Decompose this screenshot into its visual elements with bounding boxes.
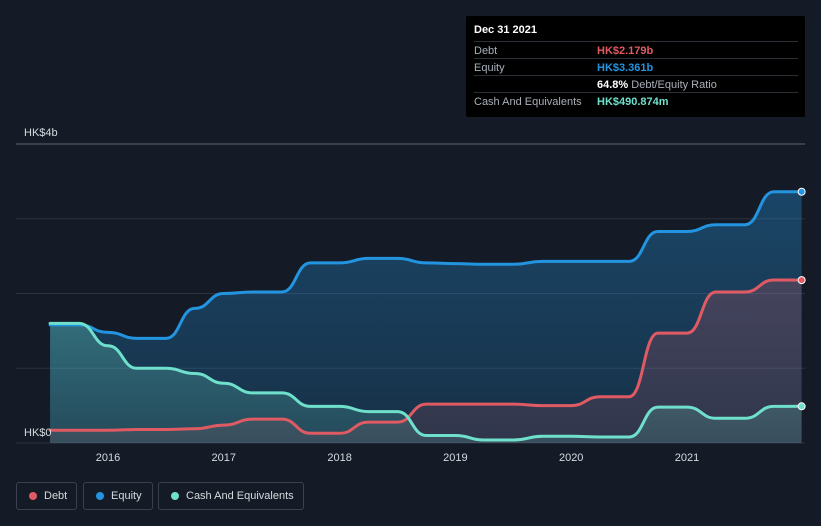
debt-end-marker <box>797 276 806 285</box>
legend-item-cash[interactable]: Cash And Equivalents <box>158 482 304 510</box>
tooltip-equity-label: Equity <box>474 62 505 74</box>
debt-area <box>50 280 802 443</box>
cash-end-marker <box>797 402 806 411</box>
equity-area <box>50 191 802 443</box>
marker-layer <box>797 187 806 411</box>
tooltip-row-equity: Equity HK$3.361b <box>474 58 798 76</box>
legend-cash-label: Cash And Equivalents <box>186 490 294 502</box>
legend-debt-label: Debt <box>44 490 68 502</box>
x-tick-label: 2016 <box>96 452 120 464</box>
x-tick-label: 2021 <box>675 452 699 464</box>
x-tick-label: 2020 <box>559 452 583 464</box>
label-layer: HK$4b HK$0 2016 2017 2018 2019 2020 2021 <box>24 127 699 464</box>
debt-line <box>48 278 804 435</box>
line-layer <box>48 190 804 442</box>
legend-debt-dot <box>29 492 37 500</box>
tooltip-ratio: 64.8% Debt/Equity Ratio <box>597 79 717 91</box>
tooltip-ratio-value: 64.8% <box>597 79 629 91</box>
tooltip-row-cash: Cash And Equivalents HK$490.874m <box>474 92 798 110</box>
tooltip-equity-value: HK$3.361b <box>597 62 654 74</box>
tooltip-ratio-label: Debt/Equity Ratio <box>631 79 717 91</box>
y-tick-label: HK$0 <box>24 427 52 439</box>
legend-item-equity[interactable]: Equity <box>83 482 153 510</box>
tooltip-row-ratio: 64.8% Debt/Equity Ratio <box>474 75 798 93</box>
equity-line <box>48 190 804 340</box>
x-tick-label: 2018 <box>327 452 351 464</box>
x-tick-label: 2017 <box>212 452 236 464</box>
tooltip-debt-value: HK$2.179b <box>597 45 654 57</box>
equity-end-marker <box>797 187 806 196</box>
tooltip-cash-value: HK$490.874m <box>597 96 669 108</box>
legend-cash-dot <box>171 492 179 500</box>
legend-equity-label: Equity <box>111 490 142 502</box>
tooltip-cash-label: Cash And Equivalents <box>474 96 582 108</box>
tooltip-panel: Dec 31 2021 Debt HK$2.179b Equity HK$3.3… <box>466 16 805 117</box>
x-tick-label: 2019 <box>443 452 467 464</box>
cash-area <box>50 323 802 443</box>
tooltip-row-debt: Debt HK$2.179b <box>474 41 798 59</box>
tooltip-date: Dec 31 2021 <box>474 24 537 36</box>
legend-item-debt[interactable]: Debt <box>16 482 77 510</box>
legend-equity-dot <box>96 492 104 500</box>
y-tick-label: HK$4b <box>24 127 58 139</box>
area-layer <box>50 191 802 443</box>
tooltip-debt-label: Debt <box>474 45 498 57</box>
cash-line <box>48 321 804 442</box>
